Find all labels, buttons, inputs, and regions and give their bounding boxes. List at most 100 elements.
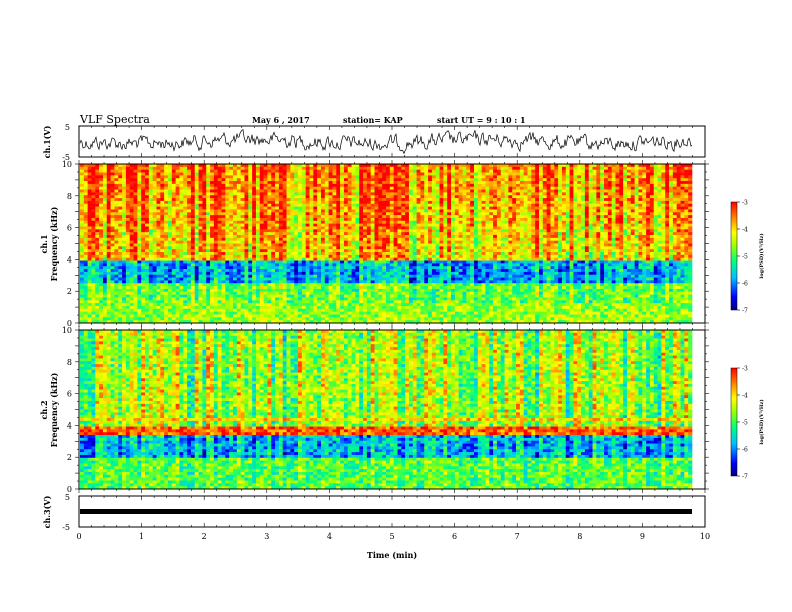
spectrogram-cell xyxy=(194,300,199,304)
spectrogram-cell xyxy=(359,254,364,258)
spectrogram-cell xyxy=(370,189,375,193)
spectrogram-cell xyxy=(171,164,176,168)
spectrogram-cell xyxy=(213,240,219,244)
spectrogram-cell xyxy=(145,280,150,284)
spectrogram-cell xyxy=(160,300,165,304)
spectrogram-cell xyxy=(190,260,196,264)
spectrogram-cell xyxy=(332,183,337,188)
spectrogram-cell xyxy=(236,172,241,176)
spectrogram-cell xyxy=(294,308,299,312)
spectrogram-cell xyxy=(83,178,88,182)
spectrogram-cell xyxy=(133,314,138,318)
spectrogram-cell xyxy=(99,172,104,176)
spectrogram-cell xyxy=(221,317,226,321)
spectrogram-cell xyxy=(160,220,165,224)
spectrogram-cell xyxy=(294,183,299,188)
spectrogram-cell xyxy=(382,305,387,310)
spectrogram-cell xyxy=(179,226,184,230)
spectrogram-cell xyxy=(397,246,402,250)
spectrogram-cell xyxy=(236,269,241,273)
spectrogram-cell xyxy=(80,283,85,287)
spectrogram-cell xyxy=(145,308,150,312)
spectrogram-cell xyxy=(129,294,134,298)
spectrogram-cell xyxy=(95,203,100,207)
spectrogram-cell xyxy=(313,200,318,205)
spectrogram-cell xyxy=(340,166,345,170)
spectrogram-cell xyxy=(95,175,100,179)
spectrogram-cell xyxy=(267,200,272,205)
spectrogram-cell xyxy=(324,181,329,185)
spectrogram-cell xyxy=(114,246,119,250)
spectrogram-cell xyxy=(366,229,372,233)
spectrogram-cell xyxy=(317,215,322,219)
spectrogram-cell xyxy=(351,246,356,250)
spectrogram-cell xyxy=(110,164,115,168)
spectrogram-cell xyxy=(183,297,188,301)
spectrogram-cell xyxy=(332,189,337,193)
spectrogram-cell xyxy=(183,317,188,321)
spectrogram-cell xyxy=(221,294,226,298)
spectrogram-cell xyxy=(351,254,356,258)
spectrogram-cell xyxy=(91,300,96,304)
spectrogram-cell xyxy=(393,303,398,307)
spectrogram-cell xyxy=(190,269,196,273)
spectrogram-cell xyxy=(133,286,138,290)
spectrogram-cell xyxy=(137,252,142,256)
spectrogram-cell xyxy=(324,237,329,241)
spectrogram-cell xyxy=(347,217,352,222)
spectrogram-cell xyxy=(99,286,104,290)
spectrogram-cell xyxy=(194,303,199,307)
spectrogram-cell xyxy=(114,215,119,219)
spectrogram-cell xyxy=(160,200,165,205)
spectrogram-cell xyxy=(102,274,108,278)
spectrogram-cell xyxy=(374,283,379,287)
spectrogram-cell xyxy=(164,203,169,207)
spectrogram-cell xyxy=(343,257,349,261)
spectrogram-cell xyxy=(301,234,306,239)
spectrogram-cell xyxy=(252,311,257,315)
spectrogram-cell xyxy=(343,308,349,312)
spectrogram-cell xyxy=(286,254,291,258)
spectrogram-cell xyxy=(363,303,368,307)
spectrogram-cell xyxy=(336,271,341,276)
spectrogram-cell xyxy=(87,209,92,213)
spectrogram-cell xyxy=(275,226,280,230)
spectrogram-cell xyxy=(171,246,176,250)
spectrogram-cell xyxy=(83,226,88,230)
spectrogram-cell xyxy=(118,217,123,222)
spectrogram-cell xyxy=(340,288,345,293)
spectrogram-cell xyxy=(194,181,199,185)
spectrogram-cell xyxy=(355,212,360,216)
spectrogram-cell xyxy=(152,246,157,250)
spectrogram-cell xyxy=(309,286,314,290)
spectrogram-cell xyxy=(309,308,314,312)
spectrogram-cell xyxy=(171,175,176,179)
spectrogram-cell xyxy=(171,172,176,176)
spectrogram-cell xyxy=(259,277,264,281)
spectrogram-cell xyxy=(389,320,394,324)
spectrogram-cell xyxy=(202,169,207,173)
spectrogram-cell xyxy=(255,164,261,168)
spectrogram-cell xyxy=(282,215,287,219)
spectrogram-cell xyxy=(148,215,153,219)
spectrogram-cell xyxy=(198,223,203,227)
spectrogram-cell xyxy=(301,237,306,241)
spectrogram-cell xyxy=(275,283,280,287)
spectrogram-cell xyxy=(148,288,153,293)
spectrogram-cell xyxy=(378,263,383,267)
spectrogram-cell xyxy=(160,283,165,287)
spectrogram-cell xyxy=(240,223,245,227)
spectrogram-cell xyxy=(198,195,203,199)
spectrogram-cell xyxy=(179,203,184,207)
spectrogram-cell xyxy=(282,260,287,264)
spectrogram-cell xyxy=(91,206,96,210)
spectrogram-cell xyxy=(286,223,291,227)
spectrogram-cell xyxy=(324,303,329,307)
spectrogram-cell xyxy=(183,308,188,312)
spectrogram-cell xyxy=(363,192,368,196)
spectrogram-cell xyxy=(328,283,333,287)
spectrogram-cell xyxy=(175,280,180,284)
spectrogram-cell xyxy=(343,311,349,315)
spectrogram-cell xyxy=(202,317,207,321)
spectrogram-cell xyxy=(221,280,226,284)
